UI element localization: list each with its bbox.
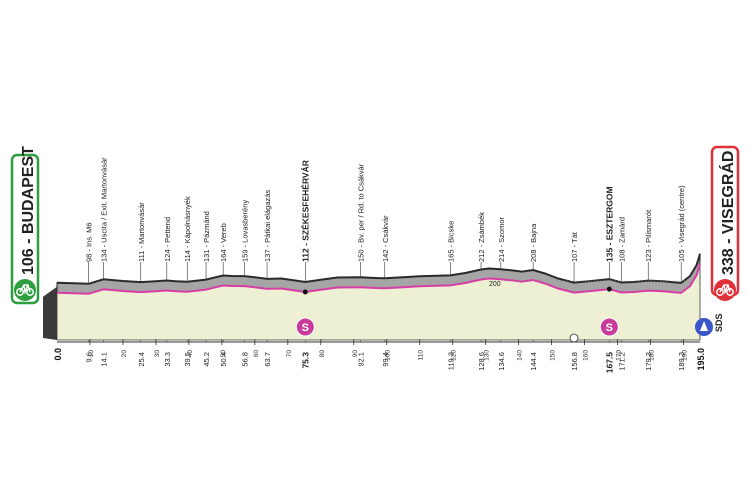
finish-badge-label: SDS bbox=[714, 313, 724, 332]
landmark-km-label: 14.1 bbox=[99, 352, 108, 367]
axis-tick-label: 150 bbox=[550, 350, 557, 361]
axis-tick-label: 80 bbox=[319, 350, 326, 358]
landmark-label: 137 - Pátkai elágazás bbox=[263, 190, 272, 262]
landmark-km-label: 134.6 bbox=[497, 352, 506, 371]
landmark-label: 135 - ESZTERGOM bbox=[604, 186, 614, 262]
sprint-point bbox=[606, 286, 612, 292]
finish-banner: 338 - VISEGRÁD bbox=[710, 145, 740, 301]
landmark-label: 107 - Tát bbox=[570, 231, 579, 262]
landmark-label: 165 - Bicske bbox=[446, 221, 455, 262]
axis-tick-label: 30 bbox=[154, 350, 161, 358]
finish-badge: SDS bbox=[695, 313, 724, 336]
landmark-km-label: 167.5 bbox=[604, 352, 614, 374]
axis-tick-label: 190 bbox=[682, 350, 689, 361]
axis-tick-label: 160 bbox=[583, 350, 590, 361]
landmark-label: 212 - Zsámbék bbox=[477, 212, 486, 262]
axis-tick-label: 20 bbox=[121, 350, 128, 358]
start-km-label: 0.0 bbox=[53, 348, 63, 361]
landmark-km-label: 9.6 bbox=[85, 352, 94, 362]
axis-tick-label: 180 bbox=[649, 350, 656, 361]
landmark-km-label: 92.1 bbox=[357, 352, 366, 367]
bicycle-icon bbox=[716, 284, 734, 296]
landmark-label: 150 - Bv. per / Rd. to Csákvár bbox=[357, 163, 366, 262]
axis-tick-label: 130 bbox=[484, 350, 491, 361]
landmark-label: 208 - Bajna bbox=[529, 223, 538, 262]
axis-tick-label: 100 bbox=[385, 350, 392, 361]
road-line bbox=[56, 263, 701, 295]
landmark-labels: 98 - Ins. M6 9.6 134 - Uscita / Exit. Mart… bbox=[85, 157, 687, 373]
landmark-km-label: 179.3 bbox=[644, 352, 653, 371]
feed-zone-icon bbox=[569, 333, 579, 343]
landmark-label: 112 - SZÉKESFEHÉRVÁR bbox=[300, 160, 310, 262]
finish-km-label: 195.0 bbox=[696, 348, 706, 371]
bicycle-icon bbox=[16, 284, 34, 296]
landmark-label: 111 - Martonvásár bbox=[137, 202, 146, 262]
landmark-label: 114 - Kápolnásnyék bbox=[183, 196, 192, 262]
profile-side-face bbox=[43, 286, 57, 340]
landmark-km-label: 33.3 bbox=[163, 352, 172, 367]
landmark-label: 159 - Lovasberény bbox=[240, 200, 249, 262]
distance-axis: 10 20 30 40 50 60 70 80 90 100 110 120 130 140 150 160 1… bbox=[53, 339, 706, 371]
landmark-km-label: 171.2 bbox=[618, 352, 627, 371]
landmark-km-label: 56.8 bbox=[240, 352, 249, 367]
landmark-km-label: 99.4 bbox=[381, 352, 390, 367]
landmark-km-label: 75.3 bbox=[300, 352, 310, 369]
sprint-icon bbox=[295, 317, 315, 337]
landmark-km-label: 45.2 bbox=[202, 352, 211, 367]
landmark-km-label: 156.8 bbox=[570, 352, 579, 371]
axis-tick-label: 70 bbox=[286, 350, 293, 358]
landmark-label: 105 - Visegrád (centre) bbox=[677, 185, 686, 262]
finish-name: 338 - VISEGRÁD bbox=[718, 151, 737, 275]
landmark-label: 131 - Pázmánd bbox=[202, 211, 211, 262]
elevation-marker-label: 200 bbox=[489, 281, 501, 288]
landmark-label: 142 - Csákvár bbox=[381, 215, 390, 262]
landmark-km-label: 189.3 bbox=[677, 352, 686, 371]
start-name: 106 - BUDAPEST bbox=[20, 146, 37, 275]
axis-tick-label: 110 bbox=[418, 350, 425, 361]
landmark-label: 214 - Szomor bbox=[497, 216, 506, 262]
finish-flag-icon bbox=[700, 321, 708, 331]
landmark-km-label: 63.7 bbox=[263, 352, 272, 367]
sprint-point bbox=[302, 289, 308, 295]
sprint-icon bbox=[599, 317, 619, 337]
axis-tick-label: 90 bbox=[352, 350, 359, 358]
axis-tick-label: 50 bbox=[220, 350, 227, 358]
landmark-km-label: 144.4 bbox=[529, 352, 538, 371]
landmark-label: 134 - Uscita / Exit. Martonvásár bbox=[99, 157, 108, 262]
landmark-km-label: 128.6 bbox=[477, 352, 486, 371]
landmark-km-label: 25.4 bbox=[137, 352, 146, 367]
profile-ridge bbox=[56, 253, 701, 285]
landmark-label: 124 - Pettend bbox=[163, 217, 172, 262]
landmark-label: 164 - Vereb bbox=[219, 223, 228, 262]
landmark-label: 123 - Pilismarót bbox=[644, 209, 653, 262]
axis-tick-label: 40 bbox=[187, 350, 194, 358]
axis-tick-label: 60 bbox=[253, 350, 260, 358]
start-banner-frame bbox=[10, 153, 40, 305]
sprint-icon-letter: S bbox=[302, 322, 309, 334]
landmark-km-label: 39.5 bbox=[183, 352, 192, 367]
elevation-profile bbox=[43, 253, 701, 341]
landmark-label: 108 - Zamárd bbox=[618, 217, 627, 262]
axis-tick-label: 10 bbox=[88, 350, 95, 358]
axis-tick-label: 170 bbox=[616, 350, 623, 361]
axis-tick-label: 140 bbox=[517, 350, 524, 361]
sprint-icon-letter: S bbox=[606, 322, 613, 334]
landmark-label: 98 - Ins. M6 bbox=[85, 222, 94, 262]
start-banner: 106 - BUDAPEST bbox=[10, 146, 40, 305]
landmark-km-label: 119.3 bbox=[446, 352, 455, 370]
axis-tick-label: 120 bbox=[451, 350, 458, 361]
landmark-km-label: 50.4 bbox=[219, 352, 228, 367]
